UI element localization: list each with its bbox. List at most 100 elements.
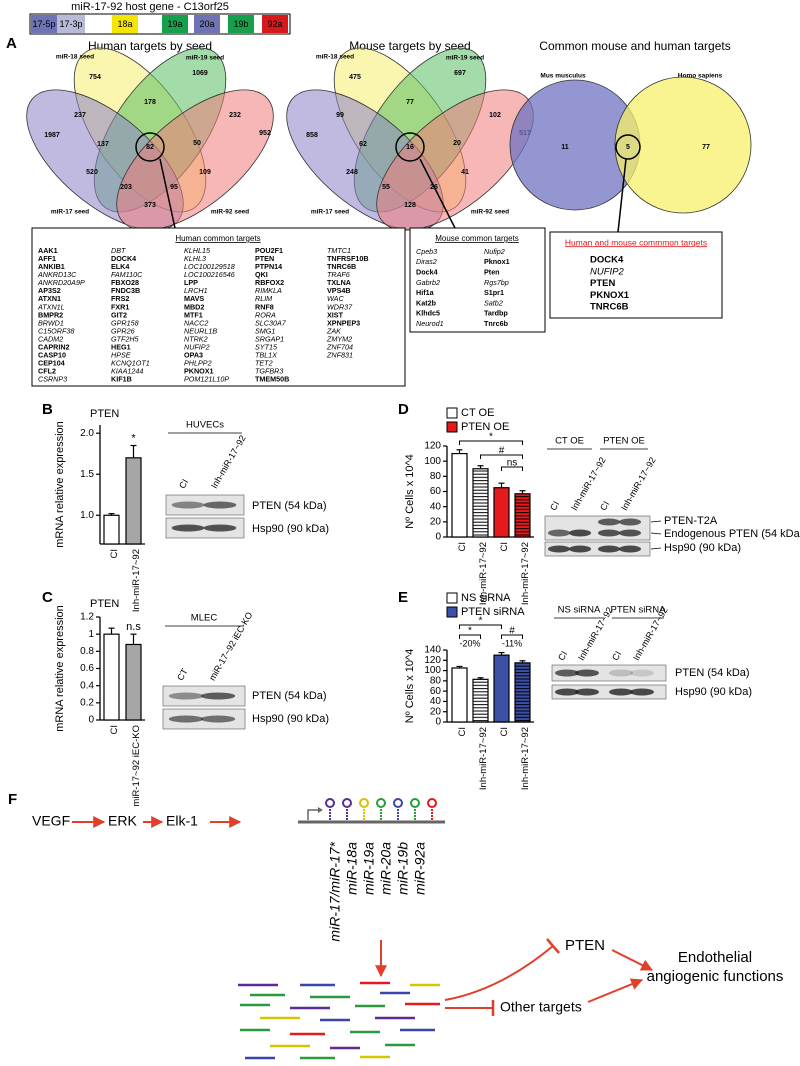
y-tick-label: 1.5 [80, 469, 94, 480]
blot-band [547, 529, 571, 537]
significance: n.s [126, 621, 141, 633]
gene-name: LOC100216546 [184, 270, 235, 279]
blot-band [203, 524, 237, 532]
venn-count: 1987 [44, 132, 60, 139]
gene-segment [162, 15, 188, 33]
gene-name: NTRK2 [184, 334, 208, 343]
venn-count: 858 [306, 132, 318, 139]
gene-name: FNDC3B [111, 286, 140, 295]
significance-bracket [459, 634, 481, 639]
blot-band [171, 524, 205, 532]
hairpin-loop [427, 798, 437, 808]
target-node: PTEN [565, 937, 605, 954]
pathway-node: Elk-1 [166, 813, 198, 829]
y-tick-label: 1 [88, 629, 94, 640]
gene-name: MTF1 [184, 310, 203, 319]
venn-count: 697 [454, 70, 466, 77]
activation-arrow [587, 978, 644, 1003]
x-tick-label: CI [499, 542, 510, 552]
blot-header: CT OE [555, 436, 584, 447]
blot-band [203, 501, 237, 509]
list-title: Mouse common targets [435, 234, 519, 243]
venn-count: 237 [74, 112, 86, 119]
bar [514, 493, 531, 538]
legend-swatch [446, 606, 458, 618]
gene-name: ANKRD20A9P [37, 278, 85, 287]
venn-set-label: miR-92 seed [211, 209, 249, 216]
y-tick-label: 2.0 [80, 428, 94, 439]
blot-band [555, 669, 579, 677]
gene-name: GTF2H5 [111, 334, 140, 343]
gene-name: OPA3 [184, 351, 203, 360]
lane-label: CI [598, 499, 611, 512]
venn-count: 41 [461, 169, 469, 176]
gene-name: XIST [327, 310, 344, 319]
venn-count: 128 [404, 202, 416, 209]
significance: # [499, 446, 505, 457]
percent-change: -11% [502, 638, 522, 648]
venn-count: 203 [120, 184, 132, 191]
gene-name: Klhdc5 [416, 309, 440, 318]
segment-label: 20a [199, 19, 214, 29]
gene-name: FAM110C [111, 270, 143, 279]
x-tick-label: Inh-miR-17~92 [520, 542, 531, 605]
blot-band [200, 692, 236, 700]
y-tick-label: 0 [435, 532, 441, 543]
gene-name: KLHL15 [184, 246, 211, 255]
lane-label: CI [556, 649, 569, 662]
gene-name: TGFBR3 [255, 367, 283, 376]
segment-label: 18a [117, 19, 132, 29]
venn-count: 475 [349, 74, 361, 81]
x-tick-label: CI [109, 549, 120, 559]
gene-name: PHLPP2 [184, 359, 212, 368]
segment-label: 17-5p [32, 19, 55, 29]
blot-band [575, 669, 599, 677]
y-tick-label: 80 [430, 675, 442, 686]
blot-band [597, 529, 621, 537]
y-tick-label: 1.2 [80, 612, 94, 623]
y-tick-label: 20 [430, 516, 442, 527]
segment-label: 92a [267, 19, 282, 29]
gene-name: XPNPEP3 [327, 318, 360, 327]
gene-name: Diras2 [416, 257, 437, 266]
gene-name: POU2F1 [255, 246, 283, 255]
venn-count: 178 [144, 99, 156, 106]
gene-name: NEURL1B [184, 326, 217, 335]
venn-count: 11 [561, 144, 569, 151]
gene-name: HEG1 [111, 343, 131, 352]
x-tick-label: miR-17~92 iEC-KO [131, 725, 142, 807]
blot-band [168, 715, 204, 723]
blot-band [597, 545, 621, 553]
venn-count: 50 [193, 140, 201, 147]
gene-name: ELK4 [111, 262, 129, 271]
y-tick-label: 0 [435, 717, 441, 728]
gene-name: RNF8 [255, 302, 274, 311]
venn-title: Mouse targets by seed [349, 39, 470, 53]
blot-strip [544, 541, 651, 557]
venn-set-label: miR-17 seed [311, 209, 349, 216]
hairpin-loop [376, 798, 386, 808]
y-axis-label: mRNA relative expression [54, 605, 66, 732]
gene-name: HPSE [111, 351, 131, 360]
gene-name: CSRNP3 [38, 375, 67, 384]
gene-name: Tnrc6b [484, 319, 509, 328]
gene-name: Hif1a [416, 288, 435, 297]
blot-header: HUVECs [186, 420, 224, 431]
venn-count: 55 [382, 184, 390, 191]
y-axis-label: mRNA relative expression [54, 421, 66, 548]
gene-name: PKNOX1 [184, 367, 214, 376]
hairpin-loop [325, 798, 335, 808]
band-pointer [650, 520, 662, 523]
gene-name: RIMKLA [255, 286, 282, 295]
gene-name: QKI [255, 270, 268, 279]
blot-band [171, 501, 205, 509]
gene-name: PTEN [590, 278, 615, 289]
panel-label: E [398, 589, 408, 606]
gene-name: PTEN [255, 254, 274, 263]
gene-bar [29, 13, 291, 35]
gene-segment [228, 15, 254, 33]
gene-name: ZNF831 [326, 351, 353, 360]
blot-band [597, 518, 621, 526]
segment-label: 19b [233, 19, 248, 29]
